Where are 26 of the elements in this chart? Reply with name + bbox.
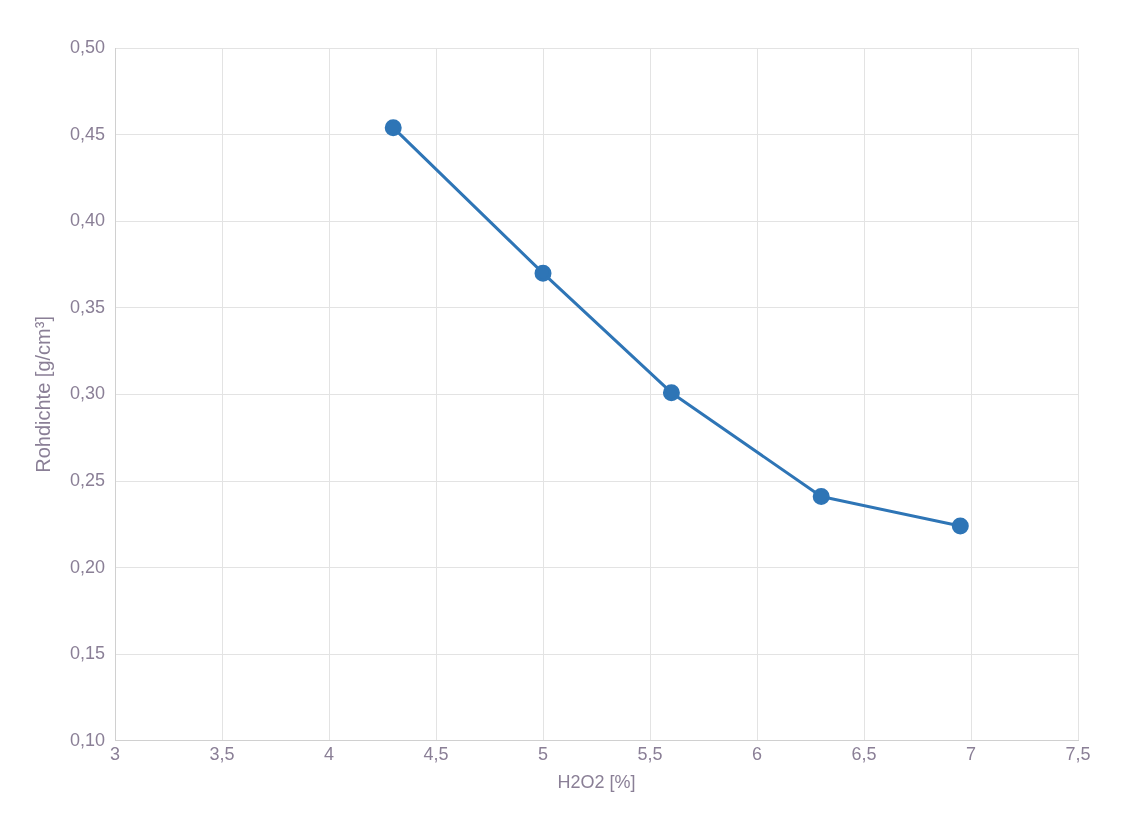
y-tick-label: 0,10 xyxy=(69,729,106,750)
x-tick-label: 7 xyxy=(966,743,977,764)
y-tick-label: 0,35 xyxy=(69,296,106,317)
x-tick-label: 5 xyxy=(538,743,549,764)
y-tick-label: 0,20 xyxy=(69,556,106,577)
y-tick-label: 0,30 xyxy=(69,383,106,404)
x-tick-label: 7,5 xyxy=(1065,743,1091,764)
point xyxy=(662,384,680,402)
x-tick-label: 6,5 xyxy=(851,743,877,764)
x-tick-label: 3,5 xyxy=(209,743,235,764)
y-axis-title: Rohdichte [g/cm³] xyxy=(31,316,54,473)
point xyxy=(384,119,402,137)
x-tick-label: 4,5 xyxy=(423,743,449,764)
y-tick-label: 0,15 xyxy=(69,643,106,664)
x-tick-label: 6 xyxy=(752,743,763,764)
x-tick-label: 5,5 xyxy=(637,743,663,764)
x-axis-title: H2O2 [%] xyxy=(557,772,636,793)
x-tick-label: 4 xyxy=(324,743,335,764)
point xyxy=(534,264,552,282)
y-tick-label: 0,25 xyxy=(69,469,106,490)
point xyxy=(951,517,969,535)
y-tick-label: 0,50 xyxy=(69,36,106,57)
point xyxy=(812,488,830,506)
y-tick-label: 0,40 xyxy=(69,210,106,231)
y-tick-label: 0,45 xyxy=(69,123,106,144)
x-tick-label: 3 xyxy=(110,743,121,764)
